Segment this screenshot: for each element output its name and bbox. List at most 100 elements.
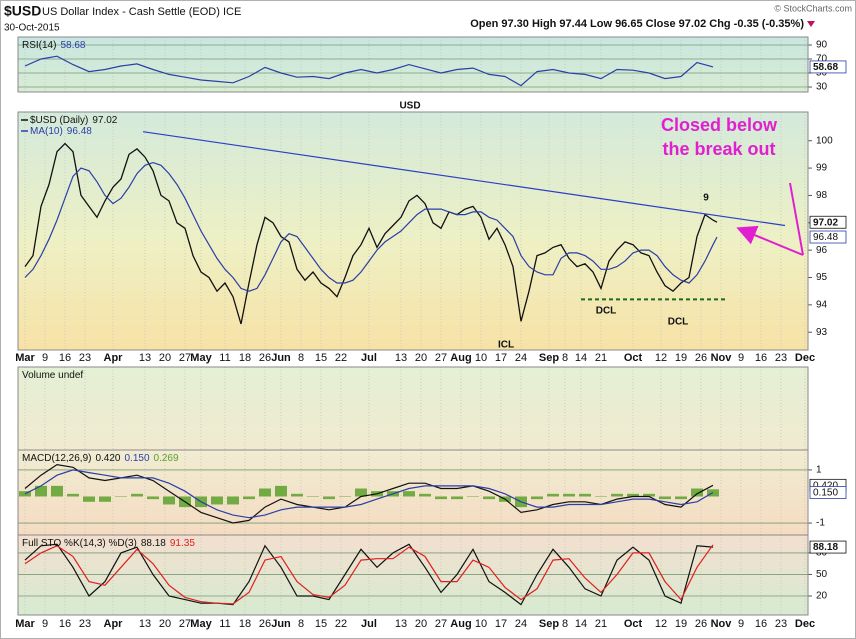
value-box-label: 58.68 bbox=[813, 62, 838, 73]
x-tick-label: 23 bbox=[79, 352, 91, 364]
histogram-bar bbox=[531, 496, 543, 500]
x-tick-label: 17 bbox=[495, 352, 507, 364]
x-tick-label: 8 bbox=[298, 618, 304, 630]
annotation: DCL bbox=[596, 306, 617, 317]
annotation: DCL bbox=[668, 317, 689, 328]
value-box bbox=[809, 540, 847, 554]
histogram-bar bbox=[259, 488, 271, 497]
x-tick-label: 23 bbox=[775, 352, 787, 364]
panel-frame bbox=[17, 36, 809, 93]
x-tick-label: 19 bbox=[675, 618, 687, 630]
legend-value: 0.269 bbox=[154, 453, 179, 464]
x-tick-label: Mar bbox=[15, 352, 35, 364]
histogram-bar bbox=[211, 496, 223, 505]
x-tick-label: 16 bbox=[755, 352, 767, 364]
histogram-bar bbox=[579, 493, 591, 497]
x-tick-label: 26 bbox=[259, 618, 271, 630]
histogram-bar bbox=[323, 496, 335, 500]
legend-name: $USD (Daily) bbox=[30, 115, 88, 126]
histogram-bar bbox=[339, 496, 351, 497]
legend-title: Volume undef bbox=[22, 370, 83, 381]
histogram-bar bbox=[355, 488, 367, 497]
histogram-bar bbox=[643, 493, 655, 497]
legend-value: 91.35 bbox=[170, 538, 195, 549]
histogram-bar bbox=[83, 496, 95, 502]
histogram-bar bbox=[483, 496, 495, 500]
x-tick-label: 20 bbox=[159, 352, 171, 364]
x-tick-label: Aug bbox=[450, 352, 471, 364]
x-tick-label: Nov bbox=[711, 618, 733, 630]
x-tick-label: 13 bbox=[395, 618, 407, 630]
x-tick-label: 24 bbox=[515, 352, 527, 364]
x-tick-label: Jul bbox=[361, 352, 377, 364]
histogram-bar bbox=[275, 485, 287, 497]
histogram-bar bbox=[291, 493, 303, 497]
legend-value: 97.02 bbox=[92, 115, 117, 126]
x-tick-label: Sep bbox=[539, 352, 559, 364]
legend: RSI(14) 58.68 bbox=[22, 40, 86, 51]
y-tick-label: 1 bbox=[816, 465, 822, 476]
histogram-bar bbox=[547, 493, 559, 497]
x-tick-label: Jun bbox=[271, 352, 291, 364]
histogram-bar bbox=[99, 496, 111, 502]
legend: $USD (Daily) 97.02 bbox=[30, 115, 118, 126]
x-tick-label: 26 bbox=[259, 352, 271, 364]
legend: Volume undef bbox=[22, 370, 83, 381]
y-tick-label: 93 bbox=[816, 327, 828, 338]
series-line bbox=[24, 55, 714, 87]
value-box-label: 97.02 bbox=[813, 217, 838, 228]
histogram-bar bbox=[403, 491, 415, 497]
x-tick-label: 20 bbox=[415, 352, 427, 364]
x-tick-label: 11 bbox=[219, 618, 230, 630]
x-tick-label: Nov bbox=[711, 352, 733, 364]
value-box-label: 0.150 bbox=[813, 488, 838, 499]
x-tick-label: 8 bbox=[298, 352, 304, 364]
x-tick-label: Apr bbox=[104, 352, 124, 364]
legend-value: 0.420 bbox=[95, 453, 120, 464]
x-tick-label: Dec bbox=[795, 618, 815, 630]
histogram-bar bbox=[659, 496, 671, 500]
x-tick-label: 20 bbox=[415, 618, 427, 630]
x-tick-label: 18 bbox=[239, 352, 251, 364]
x-tick-label: 13 bbox=[395, 352, 407, 364]
x-tick-label: Sep bbox=[539, 618, 559, 630]
x-tick-label: 23 bbox=[79, 618, 91, 630]
x-tick-label: 26 bbox=[695, 618, 707, 630]
legend-value: 96.48 bbox=[67, 126, 92, 137]
panel-background bbox=[18, 112, 808, 350]
histogram-bar bbox=[467, 496, 479, 497]
y-tick-label: 94 bbox=[816, 300, 828, 311]
histogram-bar bbox=[675, 496, 687, 500]
instrument-name: US Dollar Index - Cash Settle (EOD) ICE bbox=[42, 6, 241, 18]
histogram-bar bbox=[691, 488, 703, 497]
x-tick-label: 21 bbox=[595, 352, 607, 364]
legend-title: Full STO %K(14,3) %D(3) bbox=[22, 538, 137, 549]
histogram-bar bbox=[419, 493, 431, 497]
y-tick-label: 100 bbox=[816, 135, 833, 146]
y-tick-label: 96 bbox=[816, 245, 828, 256]
x-tick-label: 16 bbox=[59, 352, 71, 364]
histogram-bar bbox=[67, 493, 79, 497]
histogram-bar bbox=[627, 493, 639, 497]
x-tick-label: 9 bbox=[42, 618, 48, 630]
panel-frame bbox=[17, 534, 809, 616]
histogram-bar bbox=[51, 485, 63, 497]
y-tick-label: -1 bbox=[816, 518, 825, 529]
x-tick-label: 9 bbox=[42, 352, 48, 364]
x-tick-label: 9 bbox=[738, 618, 744, 630]
histogram-bar bbox=[19, 491, 31, 497]
annotation-box: Closed below the break out bbox=[661, 115, 777, 159]
value-box bbox=[809, 230, 847, 244]
x-tick-label: 27 bbox=[435, 352, 447, 364]
y-tick-label: 90 bbox=[816, 40, 828, 51]
legend-title: RSI(14) bbox=[22, 40, 56, 51]
legend-name: MA(10) bbox=[30, 126, 63, 137]
histogram-bar bbox=[163, 496, 175, 505]
date: 30-Oct-2015 bbox=[4, 23, 60, 34]
x-tick-label: Oct bbox=[624, 618, 643, 630]
legend-value: 88.18 bbox=[141, 538, 166, 549]
x-tick-label: Oct bbox=[624, 352, 643, 364]
x-tick-label: 16 bbox=[755, 618, 767, 630]
annotation-stroke bbox=[789, 182, 804, 256]
x-tick-label: 14 bbox=[575, 352, 587, 364]
